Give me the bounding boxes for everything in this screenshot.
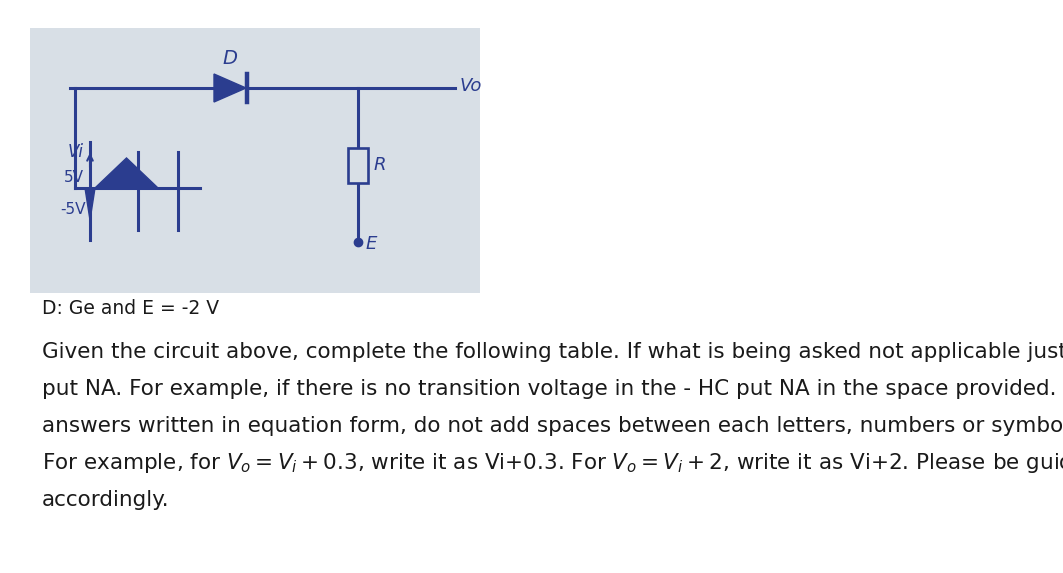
Bar [30, 28, 480, 293]
Text: D: D [222, 49, 237, 68]
Polygon shape [214, 74, 246, 102]
Text: E: E [366, 235, 377, 253]
Text: -5V: -5V [60, 202, 85, 218]
Text: 5V: 5V [64, 171, 84, 186]
Text: Given the circuit above, complete the following table. If what is being asked no: Given the circuit above, complete the fo… [43, 342, 1063, 362]
Text: put NA. For example, if there is no transition voltage in the - HC put NA in the: put NA. For example, if there is no tran… [43, 379, 1063, 399]
Text: answers written in equation form, do not add spaces between each letters, number: answers written in equation form, do not… [43, 416, 1063, 436]
Text: R: R [374, 156, 387, 175]
Polygon shape [85, 188, 95, 220]
Polygon shape [95, 158, 158, 188]
Text: accordingly.: accordingly. [43, 490, 170, 510]
Text: D: Ge and E = -2 V: D: Ge and E = -2 V [43, 299, 219, 317]
Text: Vo: Vo [460, 77, 483, 95]
Text: For example, for $V_o = V_i + 0.3$, write it as Vi+0.3. For $V_o = V_i + 2$, wri: For example, for $V_o = V_i + 0.3$, writ… [43, 451, 1063, 475]
Bar [348, 148, 368, 183]
Text: Vi: Vi [68, 143, 84, 161]
